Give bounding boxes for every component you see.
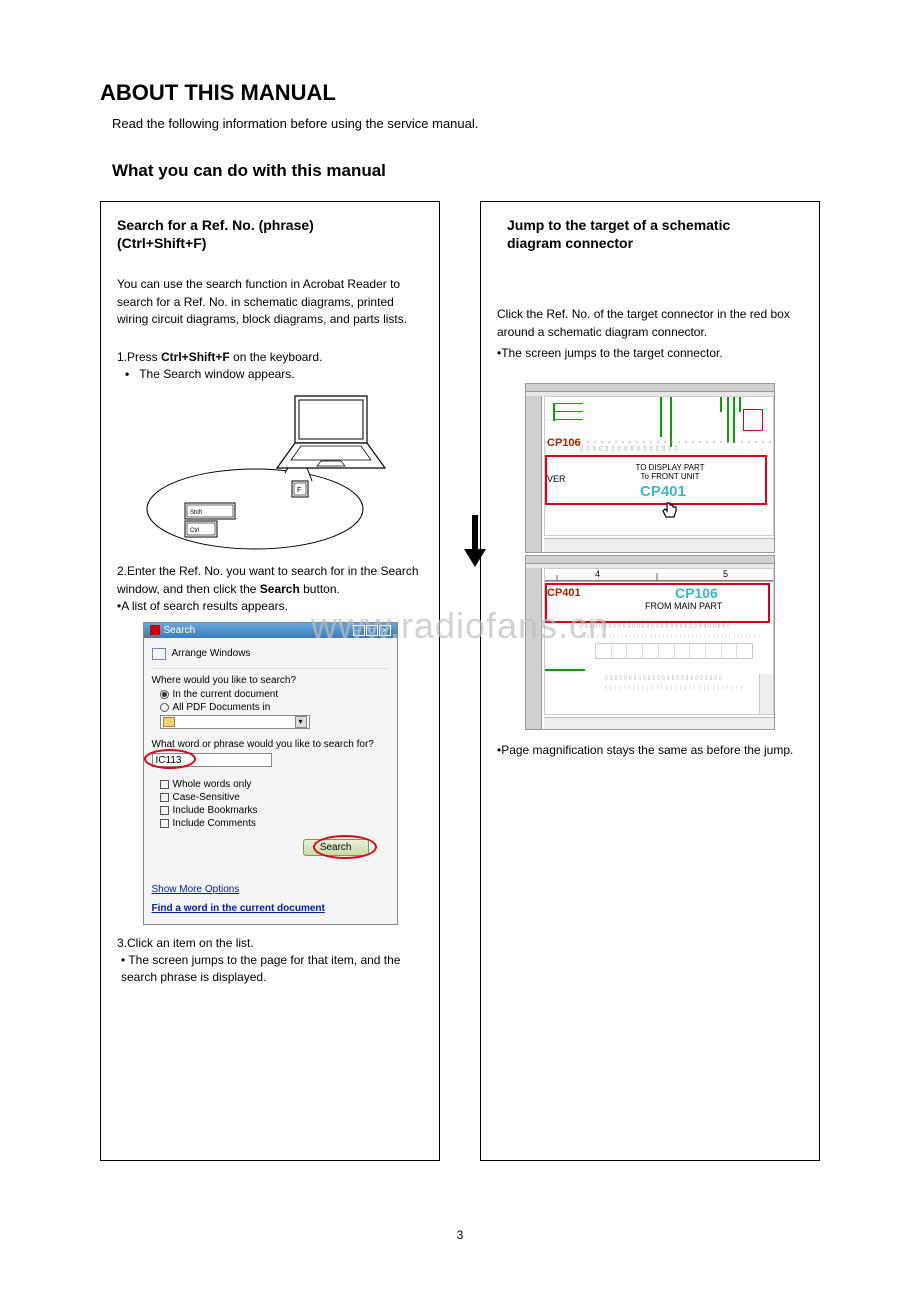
checkbox-icon	[160, 819, 169, 828]
step2-bold: Search	[260, 582, 300, 596]
where-label: Where would you like to search?	[152, 675, 389, 686]
display-text1: TO DISPLAY PART	[625, 463, 715, 472]
f-key-label: F	[297, 487, 301, 494]
right-para2: •Page magnification stays the same as be…	[497, 742, 803, 759]
radio-all[interactable]: All PDF Documents in	[160, 702, 389, 713]
right-heading-l1: Jump to the target of a schematic	[507, 217, 730, 233]
link-show-more[interactable]: Show More Options	[152, 884, 389, 895]
right-column: Jump to the target of a schematic diagra…	[480, 201, 820, 1161]
dialog-title: Search	[164, 625, 196, 636]
radio-icon	[160, 703, 169, 712]
dialog-body: Arrange Windows Where would you like to …	[144, 638, 397, 924]
step3-bullet: • The screen jumps to the page for that …	[117, 952, 423, 987]
dropdown-arrow-icon: ▾	[295, 716, 307, 728]
left-para1: You can use the search function in Acrob…	[117, 276, 423, 328]
shift-key-label: Shift	[190, 510, 202, 516]
check-bookmarks[interactable]: Include Bookmarks	[160, 805, 389, 816]
step1-post: on the keyboard.	[230, 350, 323, 364]
check-whole-label: Whole words only	[173, 779, 252, 790]
left-heading: Search for a Ref. No. (phrase) (Ctrl+Shi…	[117, 216, 423, 252]
cp401-link[interactable]: CP401	[640, 483, 686, 500]
arrange-icon	[152, 648, 166, 660]
hand-cursor-icon	[660, 501, 680, 523]
check-comments-label: Include Comments	[173, 818, 256, 829]
step3: 3.Click an item on the list.	[117, 935, 423, 952]
check-case[interactable]: Case-Sensitive	[160, 792, 389, 803]
left-heading-l2: (Ctrl+Shift+F)	[117, 235, 206, 251]
adobe-icon	[150, 625, 160, 635]
checkbox-icon	[160, 806, 169, 815]
ruler-4: 4	[595, 569, 600, 579]
link-find-word[interactable]: Find a word in the current document	[152, 903, 389, 914]
radio-all-label: All PDF Documents in	[173, 702, 271, 713]
radio-current[interactable]: In the current document	[160, 689, 389, 700]
check-comments[interactable]: Include Comments	[160, 818, 389, 829]
schematic-illustration: CP106 ▯▯▯▯▯▯▯▯▯▯▯▯▯▯▯▯ VER TO DISPLAY PA…	[525, 383, 775, 730]
search-button-wrap: Search	[152, 839, 389, 856]
watermark-text: www.radiofans.cn	[311, 605, 609, 647]
checkbox-icon	[160, 780, 169, 789]
cp106-label: CP106	[547, 437, 581, 449]
cp106-link[interactable]: CP106	[675, 585, 718, 601]
from-main-label: FROM MAIN PART	[645, 601, 722, 611]
step1-pre: 1.Press	[117, 350, 161, 364]
left-column: Search for a Ref. No. (phrase) (Ctrl+Shi…	[100, 201, 440, 1161]
ver-label: VER	[547, 474, 566, 484]
ruler-5: 5	[723, 569, 728, 579]
check-whole[interactable]: Whole words only	[160, 779, 389, 790]
section-subtitle: What you can do with this manual	[112, 161, 820, 181]
page-number: 3	[457, 1228, 464, 1242]
check-case-label: Case-Sensitive	[173, 792, 240, 803]
search-input[interactable]: IC113	[152, 753, 272, 767]
radio-icon	[160, 690, 169, 699]
right-para1b: •The screen jumps to the target connecto…	[497, 345, 803, 362]
search-input-wrap: IC113	[152, 753, 272, 767]
step1: 1.Press Ctrl+Shift+F on the keyboard.	[117, 349, 423, 366]
step1-bullet-text: The Search window appears.	[139, 366, 294, 383]
step1-bold: Ctrl+Shift+F	[161, 350, 230, 364]
columns-container: Search for a Ref. No. (phrase) (Ctrl+Shi…	[100, 201, 820, 1161]
search-button[interactable]: Search	[303, 839, 369, 856]
checkbox-icon	[160, 793, 169, 802]
display-text2: To FRONT UNIT	[625, 472, 715, 481]
folder-icon	[163, 717, 175, 727]
folder-dropdown[interactable]: ▾	[160, 715, 310, 729]
black-arrow-icon	[464, 515, 486, 567]
left-heading-l1: Search for a Ref. No. (phrase)	[117, 217, 314, 233]
bullet-dot: •	[125, 366, 129, 383]
right-para1: Click the Ref. No. of the target connect…	[497, 306, 803, 341]
ctrl-key-label: Ctrl	[190, 528, 199, 534]
page-title: ABOUT THIS MANUAL	[100, 80, 820, 106]
search-dialog: Search –□× Arrange Windows Where would y…	[143, 622, 398, 925]
radio-current-label: In the current document	[173, 689, 279, 700]
laptop-illustration: F Shift Ctrl	[140, 391, 400, 551]
arrange-label: Arrange Windows	[172, 648, 251, 659]
right-heading-l2: diagram connector	[507, 235, 633, 251]
intro-text: Read the following information before us…	[112, 116, 820, 131]
step2-post: button.	[300, 582, 340, 596]
arrange-windows-row[interactable]: Arrange Windows	[152, 644, 389, 669]
right-heading: Jump to the target of a schematic diagra…	[507, 216, 803, 252]
schematic-top-panel: CP106 ▯▯▯▯▯▯▯▯▯▯▯▯▯▯▯▯ VER TO DISPLAY PA…	[525, 383, 775, 553]
cp401-label: CP401	[547, 587, 581, 599]
check-bookmarks-label: Include Bookmarks	[173, 805, 258, 816]
step1-bullet: • The Search window appears.	[125, 366, 423, 383]
step2: 2.Enter the Ref. No. you want to search …	[117, 563, 423, 598]
phrase-label: What word or phrase would you like to se…	[152, 739, 389, 750]
